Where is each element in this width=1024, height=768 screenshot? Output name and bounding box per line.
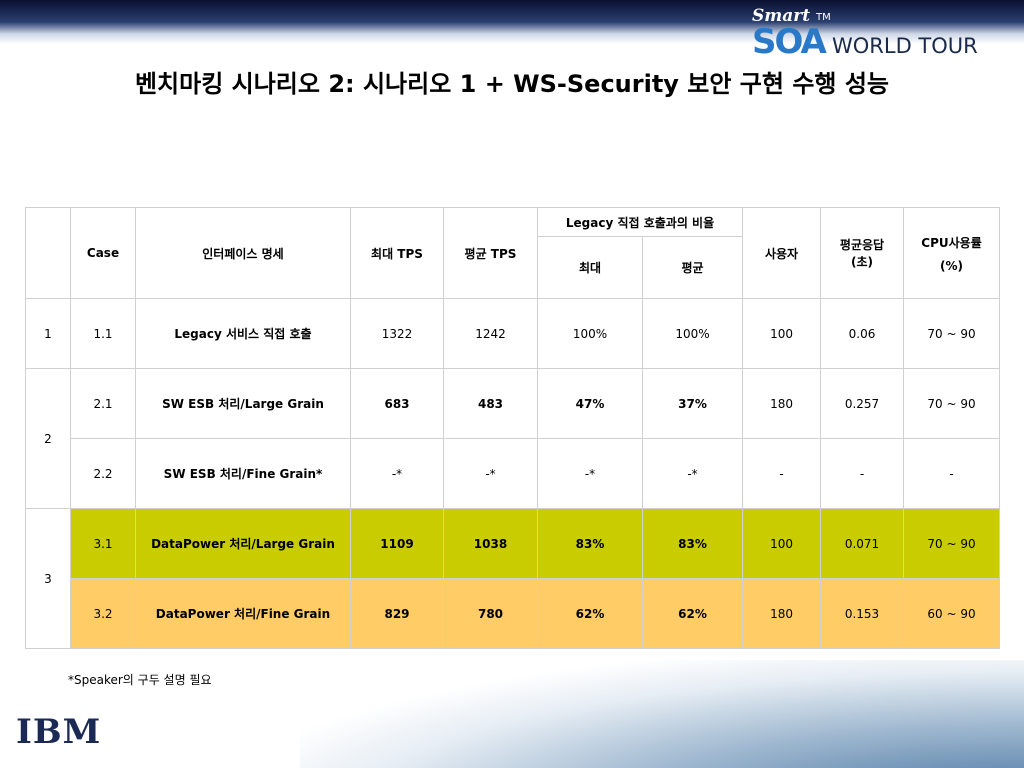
table-cell: 0.153 (820, 578, 905, 649)
table-cell: 100% (537, 298, 643, 369)
table-row: 1 1.1 Legacy 서비스 직접 호출 1322 1242 100% 100% 100 0… (25, 298, 1001, 369)
table-cell: 70 ~ 90 (903, 298, 1001, 369)
table-cell: 83% (641, 508, 744, 579)
table-cell: 0.071 (820, 508, 905, 579)
corner-cell (25, 207, 71, 299)
table-cell: 100 (742, 298, 822, 369)
table-cell: 180 (742, 368, 822, 439)
table-cell: -* (350, 438, 444, 509)
table-cell: 1109 (350, 508, 444, 579)
table-cell: 2.2 (70, 438, 136, 509)
earth-background (300, 660, 1024, 768)
table-cell: 70 ~ 90 (903, 508, 1001, 579)
table-cell: 62% (641, 578, 744, 649)
table-cell: 100% (641, 298, 744, 369)
header-cell: Case (70, 207, 136, 299)
table-cell: 1.1 (70, 298, 136, 369)
group-cell: 1 (25, 298, 71, 369)
table-cell: -* (641, 438, 744, 509)
table-cell: 60 ~ 90 (903, 578, 1001, 649)
table-cell: - (742, 438, 822, 509)
header-cell: Legacy 직접 호출과의 비율 (536, 207, 744, 237)
logo-tm: TM (816, 12, 831, 23)
table-cell: 829 (350, 578, 444, 649)
header-cell: 평균 (641, 236, 744, 299)
logo-smart: Smart (752, 6, 811, 26)
ibm-logo: IBM (16, 712, 102, 752)
table-cell: 180 (742, 578, 822, 649)
table: Case 인터페이스 명세 최대 TPS 평균 TPS Legacy 직접 호출… (25, 207, 1001, 649)
header-cell: 인터페이스 명세 (135, 207, 351, 299)
table-body: 1 1.1 Legacy 서비스 직접 호출 1322 1242 100% 100% 100 0… (25, 298, 1001, 649)
logo: Smart TM SOA WORLD TOUR (748, 6, 1008, 66)
table-cell: SW ESB 처리/Large Grain (135, 368, 351, 439)
header-cell: 평균 TPS (443, 207, 538, 299)
table-cell: 3.1 (70, 508, 136, 579)
table-cell: 0.257 (820, 368, 905, 439)
table-cell: 1242 (443, 298, 538, 369)
header-cell: 사용자 (742, 207, 822, 299)
table-cell: 0.06 (820, 298, 905, 369)
table-cell: 62% (537, 578, 643, 649)
table-cell: 47% (537, 368, 643, 439)
table-cell: - (820, 438, 905, 509)
table-cell: -* (443, 438, 538, 509)
group-cell: 3 (25, 508, 71, 649)
table-row: 3 3.1 DataPower 처리/Large Grain 1109 1038 83% 8… (25, 508, 1001, 649)
logo-tour: WORLD TOUR (832, 34, 978, 58)
table-cell: DataPower 처리/Large Grain (135, 508, 351, 579)
table-cell: 780 (443, 578, 538, 649)
table-cell: SW ESB 처리/Fine Grain* (135, 438, 351, 509)
table-cell: 1038 (443, 508, 538, 579)
table-cell: DataPower 처리/Fine Grain (135, 578, 351, 649)
table-cell: -* (537, 438, 643, 509)
table-cell: 70 ~ 90 (903, 368, 1001, 439)
header-cell: 평균응답 (초) (820, 207, 905, 299)
table-cell: Legacy 서비스 직접 호출 (135, 298, 351, 369)
table-cell: 83% (537, 508, 643, 579)
header-line: 평균응답 (839, 238, 885, 252)
table-cell: - (903, 438, 1001, 509)
table-cell: 1322 (350, 298, 444, 369)
table-cell: 37% (641, 368, 744, 439)
logo-soa: SOA (752, 22, 827, 62)
header-cell: CPU사용률 (%) (903, 207, 1001, 299)
footnote: *Speaker의 구두 설명 필요 (68, 673, 212, 687)
header-cell: 최대 (537, 236, 643, 299)
table-cell: 683 (350, 368, 444, 439)
group-cell: 2 (25, 368, 71, 509)
table-cell: 483 (443, 368, 538, 439)
header-line: CPU사용률 (921, 235, 982, 250)
title: 벤치마킹 시나리오 2: 시나리오 1 + WS-Security 보안 구현 … (134, 70, 890, 98)
table-row: 3.2 DataPower 처리/Fine Grain 829 780 62% 62% 18… (26, 578, 1001, 649)
header-line: (초) (851, 255, 874, 269)
header-cell: 최대 TPS (350, 207, 444, 299)
table-cell: 2.1 (70, 368, 136, 439)
table-cell: 100 (742, 508, 822, 579)
table-cell: 3.2 (70, 578, 136, 649)
header-line: (%) (940, 258, 964, 273)
table-row: 2 2.1 SW ESB 처리/Large Grain 683 483 47% 37% 180… (25, 368, 1001, 509)
table-row: 2.2 SW ESB 처리/Fine Grain* -* -* -* -* - - - (26, 438, 1001, 509)
